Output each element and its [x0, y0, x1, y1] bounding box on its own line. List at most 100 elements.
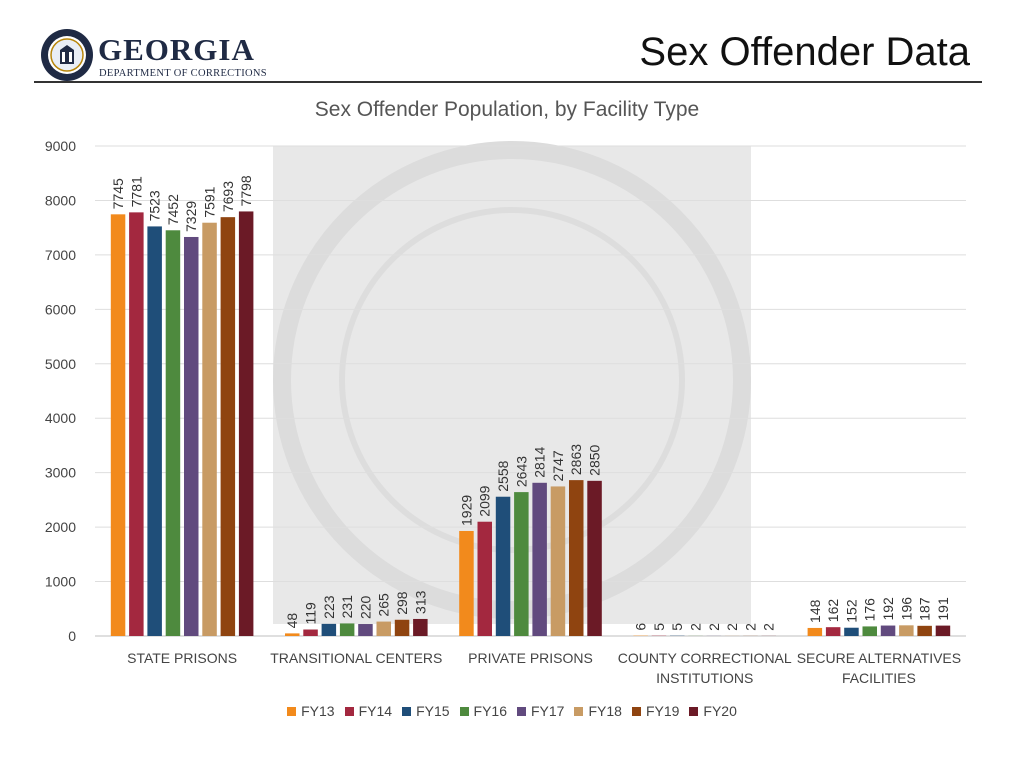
- bar: [587, 480, 602, 636]
- legend-item: FY20: [689, 703, 737, 719]
- bar: [394, 619, 410, 636]
- data-label: 148: [807, 599, 823, 623]
- x-category-label: FACILITIES: [842, 670, 916, 686]
- data-label: 192: [880, 597, 896, 621]
- data-label: 298: [394, 591, 410, 615]
- data-label: 7452: [165, 194, 181, 225]
- x-category-label: STATE PRISONS: [127, 650, 237, 666]
- data-label: 2747: [550, 450, 566, 481]
- data-label: 2099: [477, 485, 493, 516]
- data-label: 2: [742, 623, 758, 631]
- legend-label: FY18: [588, 703, 622, 719]
- data-label: 7693: [220, 181, 236, 212]
- title-divider: [34, 81, 982, 83]
- bar: [202, 222, 217, 636]
- bar: [303, 629, 318, 636]
- y-tick-label: 6000: [45, 301, 76, 317]
- bar: [899, 625, 914, 636]
- data-label: 265: [376, 593, 392, 617]
- x-category-label: COUNTY CORRECTIONAL: [618, 650, 792, 666]
- bar: [339, 623, 355, 636]
- data-label: 119: [303, 602, 319, 625]
- data-label: 2814: [532, 446, 548, 477]
- x-category-label: INSTITUTIONS: [656, 670, 753, 686]
- legend-item: FY14: [344, 703, 393, 719]
- data-label: 7745: [110, 178, 126, 209]
- data-label: 2: [761, 623, 777, 631]
- bar: [285, 633, 300, 636]
- bar: [844, 627, 859, 636]
- bar: [129, 212, 144, 636]
- data-label: 152: [843, 599, 859, 623]
- bar: [147, 226, 162, 637]
- legend-swatch: [631, 707, 641, 716]
- page-title: Sex Offender Data: [639, 30, 970, 74]
- data-label: 2: [706, 623, 722, 631]
- watermark-seal-ring-icon: [339, 207, 685, 553]
- legend-swatch: [459, 707, 469, 716]
- bar: [532, 482, 547, 636]
- org-name: GEORGIA: [98, 32, 255, 67]
- data-label: 162: [825, 599, 841, 623]
- legend-item: FY19: [631, 703, 680, 719]
- y-tick-label: 1000: [45, 574, 76, 590]
- bar: [376, 621, 391, 636]
- legend-item: FY16: [459, 703, 507, 719]
- bar: [514, 492, 529, 636]
- gdc-seal-icon: [41, 29, 93, 81]
- y-tick-label: 4000: [45, 410, 76, 426]
- bar: [477, 521, 492, 636]
- bar: [184, 236, 199, 636]
- data-label: 6: [633, 623, 649, 631]
- data-label: 196: [898, 597, 914, 621]
- y-tick-label: 2000: [45, 519, 76, 535]
- data-label: 7523: [147, 190, 163, 221]
- data-label: 2850: [587, 444, 603, 475]
- y-tick-label: 5000: [45, 356, 76, 372]
- legend-label: FY15: [416, 703, 450, 719]
- bar: [495, 496, 511, 636]
- legend-swatch: [517, 707, 526, 716]
- bar: [321, 623, 337, 636]
- bar: [880, 625, 896, 636]
- data-label: 7591: [202, 186, 218, 217]
- legend-label: FY19: [645, 703, 680, 719]
- data-label: 2: [688, 623, 704, 631]
- data-label: 2558: [495, 460, 511, 491]
- legend-swatch: [287, 707, 297, 716]
- bar: [413, 618, 428, 636]
- bar: [807, 627, 823, 636]
- x-category-label: SECURE ALTERNATIVES: [797, 650, 961, 666]
- bar: [358, 624, 373, 636]
- data-label: 48: [284, 613, 300, 629]
- x-category-label: PRIVATE PRISONS: [468, 650, 593, 666]
- gdc-logo: GEORGIA DEPARTMENT OF CORRECTIONS: [40, 28, 300, 82]
- data-label: 2863: [568, 444, 584, 475]
- legend-swatch: [344, 707, 354, 716]
- data-label: 7329: [183, 201, 199, 232]
- legend-label: FY16: [473, 703, 507, 719]
- bar: [862, 626, 877, 636]
- bar: [165, 230, 181, 636]
- data-label: 191: [935, 597, 951, 621]
- legend-swatch: [402, 707, 412, 716]
- legend-item: FY18: [574, 703, 622, 719]
- legend-label: FY20: [703, 703, 737, 719]
- bar: [238, 211, 254, 637]
- bar: [110, 214, 126, 637]
- data-label: 220: [357, 595, 373, 619]
- y-tick-label: 7000: [45, 247, 76, 263]
- bar: [220, 217, 236, 637]
- bar-chart: 0 1000 2000 3000 4000 5000 6000 7000 8000 9000 774…: [45, 138, 966, 686]
- legend-swatch: [689, 707, 699, 716]
- legend-label: FY14: [358, 703, 393, 719]
- x-category-label: TRANSITIONAL CENTERS: [270, 650, 442, 666]
- chart-legend: FY13 FY14 FY15 FY16 FY17 FY18 FY19 FY20: [0, 703, 1024, 719]
- data-label: 176: [862, 598, 878, 622]
- legend-item: FY17: [517, 703, 564, 719]
- bar: [459, 530, 474, 636]
- bar: [935, 625, 951, 636]
- bar: [569, 480, 584, 636]
- data-label: 7798: [238, 175, 254, 206]
- data-label: 1929: [458, 495, 474, 526]
